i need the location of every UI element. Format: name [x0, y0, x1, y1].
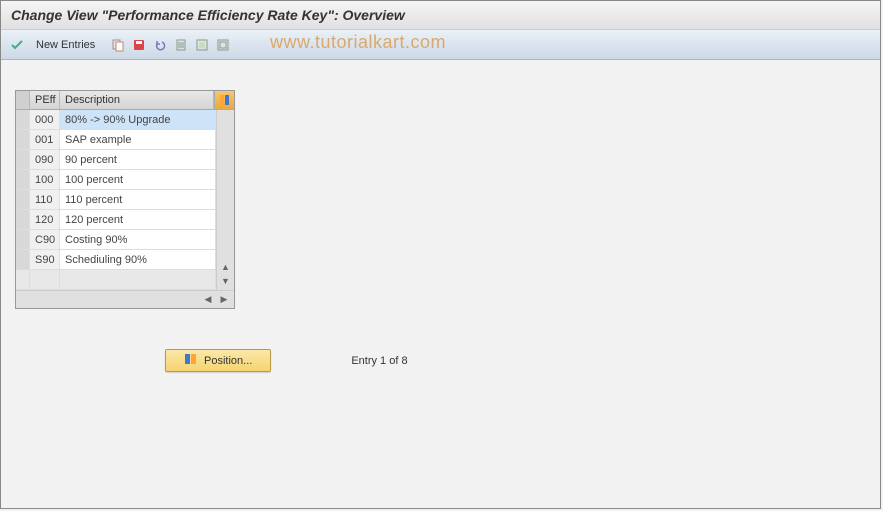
vertical-scrollbar[interactable]: ▲ ▼	[216, 110, 234, 290]
table-row[interactable]: 001 SAP example	[16, 130, 216, 150]
peff-cell[interactable]: 090	[30, 150, 60, 169]
peff-column-header[interactable]: PEff	[30, 91, 60, 109]
peff-cell[interactable]: C90	[30, 230, 60, 249]
scroll-up-icon[interactable]: ▲	[219, 260, 233, 274]
description-cell[interactable]: 110 percent	[60, 190, 216, 209]
scroll-right-icon[interactable]: ▶	[217, 293, 231, 307]
row-selector[interactable]	[16, 230, 30, 249]
select-all-icon[interactable]	[194, 37, 210, 53]
table-row[interactable]: 120 120 percent	[16, 210, 216, 230]
save-icon[interactable]	[131, 37, 147, 53]
scroll-down-icon[interactable]: ▼	[219, 274, 233, 288]
row-selector[interactable]	[16, 210, 30, 229]
footer-bar: Position... Entry 1 of 8	[15, 349, 866, 372]
peff-cell[interactable]: 110	[30, 190, 60, 209]
position-label: Position...	[204, 355, 252, 367]
table-body: 000 80% -> 90% Upgrade 001 SAP example 0…	[16, 110, 216, 290]
position-button[interactable]: Position...	[165, 349, 271, 372]
description-column-header[interactable]: Description	[60, 91, 214, 109]
deselect-all-icon[interactable]	[215, 37, 231, 53]
table-row[interactable]: 110 110 percent	[16, 190, 216, 210]
entry-count-text: Entry 1 of 8	[351, 355, 407, 367]
description-cell[interactable]: 80% -> 90% Upgrade	[60, 110, 216, 129]
new-entries-button[interactable]: New Entries	[30, 37, 101, 53]
peff-cell[interactable]: 001	[30, 130, 60, 149]
row-selector[interactable]	[16, 110, 30, 129]
row-selector[interactable]	[16, 190, 30, 209]
table-row[interactable]: C90 Costing 90%	[16, 230, 216, 250]
peff-cell[interactable]: S90	[30, 250, 60, 269]
peff-cell[interactable]: 100	[30, 170, 60, 189]
select-column-header[interactable]	[16, 91, 30, 109]
check-icon[interactable]	[9, 37, 25, 53]
copy-icon[interactable]	[110, 37, 126, 53]
row-selector[interactable]	[16, 130, 30, 149]
content-area: PEff Description 000 80% -> 90% Upgrade	[1, 60, 880, 386]
description-cell[interactable]: 100 percent	[60, 170, 216, 189]
description-cell[interactable]: Costing 90%	[60, 230, 216, 249]
table-row	[16, 270, 216, 290]
table-row[interactable]: 090 90 percent	[16, 150, 216, 170]
table-config-icon[interactable]	[214, 91, 234, 109]
table-header: PEff Description	[16, 91, 234, 110]
description-cell[interactable]: Schediuling 90%	[60, 250, 216, 269]
peff-cell[interactable]: 120	[30, 210, 60, 229]
row-selector[interactable]	[16, 250, 30, 269]
table-row[interactable]: 000 80% -> 90% Upgrade	[16, 110, 216, 130]
window-title: Change View "Performance Efficiency Rate…	[1, 1, 880, 30]
row-selector[interactable]	[16, 150, 30, 169]
table-row[interactable]: S90 Schediuling 90%	[16, 250, 216, 270]
scroll-left-icon[interactable]: ◀	[201, 293, 215, 307]
delete-icon[interactable]	[173, 37, 189, 53]
table-row[interactable]: 100 100 percent	[16, 170, 216, 190]
toolbar: New Entries	[1, 30, 880, 60]
position-icon	[184, 353, 198, 368]
description-cell[interactable]: 120 percent	[60, 210, 216, 229]
peff-cell[interactable]: 000	[30, 110, 60, 129]
horizontal-scrollbar[interactable]: ◀ ▶	[16, 290, 234, 308]
description-cell[interactable]: SAP example	[60, 130, 216, 149]
data-table: PEff Description 000 80% -> 90% Upgrade	[15, 90, 235, 309]
description-cell[interactable]: 90 percent	[60, 150, 216, 169]
undo-icon[interactable]	[152, 37, 168, 53]
row-selector[interactable]	[16, 170, 30, 189]
